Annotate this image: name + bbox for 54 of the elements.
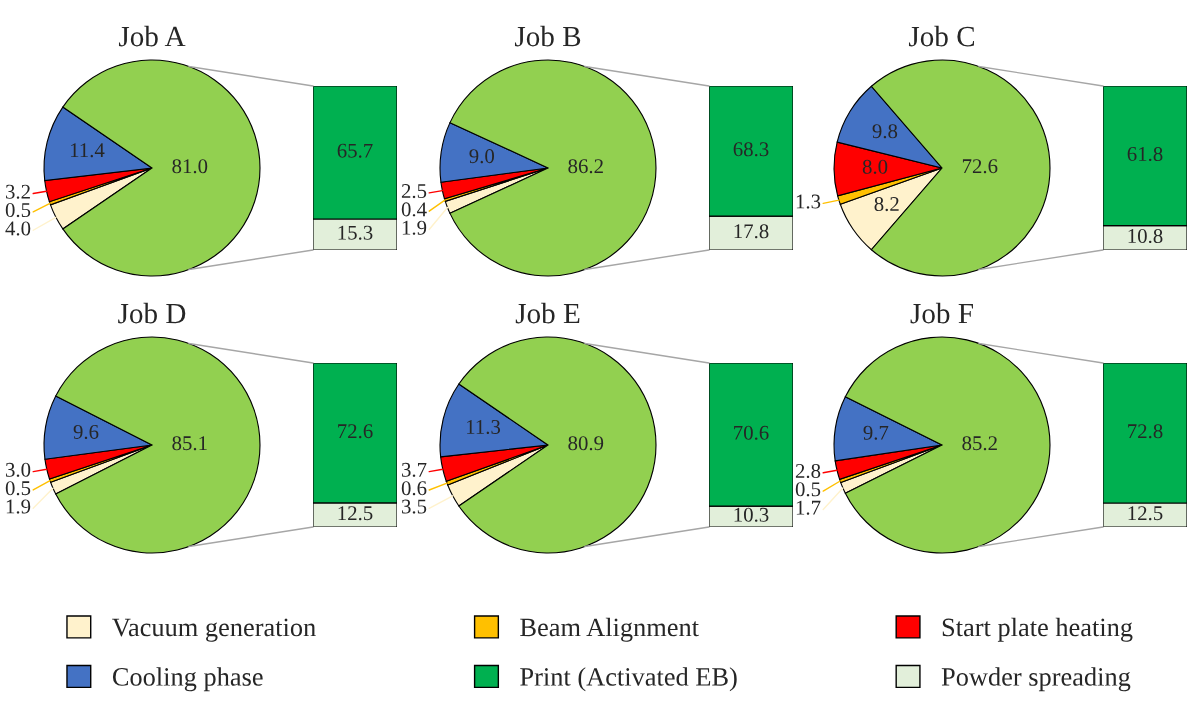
data-label: 11.4 bbox=[70, 143, 105, 158]
chart-title: Job C bbox=[908, 25, 975, 47]
data-label: 9.0 bbox=[469, 149, 495, 164]
legend-label: Beam Alignment bbox=[520, 617, 699, 642]
data-label: 0.4 bbox=[401, 202, 427, 217]
legend-label: Cooling phase bbox=[112, 667, 263, 692]
data-label: 70.6 bbox=[734, 425, 769, 440]
data-label: 4.0 bbox=[5, 221, 31, 236]
data-label: 1.3 bbox=[796, 194, 821, 209]
data-label: 72.6 bbox=[338, 424, 373, 439]
data-label: 0.5 bbox=[5, 481, 31, 496]
chart-title: Job F bbox=[910, 302, 973, 324]
data-label: 15.3 bbox=[338, 225, 373, 240]
data-label: 10.8 bbox=[1128, 228, 1163, 244]
data-label: 85.2 bbox=[962, 436, 997, 451]
data-label: 1.9 bbox=[402, 220, 427, 235]
data-label: 80.9 bbox=[568, 436, 604, 451]
data-label: 17.8 bbox=[734, 224, 769, 239]
legend-label: Start plate heating bbox=[942, 617, 1133, 642]
data-label: 2.8 bbox=[795, 463, 821, 479]
data-label: 86.2 bbox=[568, 159, 603, 174]
data-label: 8.2 bbox=[874, 197, 899, 212]
data-label: 0.6 bbox=[401, 481, 427, 496]
data-label: 61.8 bbox=[1127, 146, 1163, 162]
data-label: 3.2 bbox=[5, 184, 30, 199]
data-label: 12.5 bbox=[338, 506, 373, 521]
data-label: 3.7 bbox=[401, 462, 427, 477]
data-label: 9.8 bbox=[872, 124, 898, 139]
data-label: 68.3 bbox=[733, 142, 769, 157]
data-label: 12.5 bbox=[1128, 506, 1163, 521]
chart-title: Job E bbox=[515, 302, 580, 324]
legend-label: Print (Activated EB) bbox=[520, 667, 737, 692]
data-label: 72.6 bbox=[962, 159, 998, 174]
data-label: 0.5 bbox=[5, 203, 31, 218]
chart-title: Job B bbox=[514, 25, 581, 47]
data-label: 1.7 bbox=[796, 500, 821, 515]
data-label: 11.3 bbox=[467, 419, 501, 435]
chart-title: Job A bbox=[118, 25, 186, 47]
data-label: 3.5 bbox=[401, 499, 427, 514]
legend-label: Vacuum generation bbox=[112, 618, 316, 642]
data-label: 9.7 bbox=[863, 425, 889, 440]
data-label: 72.8 bbox=[1128, 424, 1163, 439]
chart-title: Job D bbox=[118, 302, 186, 324]
legend-label: Powder spreading bbox=[941, 667, 1131, 692]
data-label: 65.7 bbox=[337, 143, 373, 158]
data-label: 2.5 bbox=[401, 184, 427, 199]
data-label: 8.0 bbox=[862, 159, 888, 174]
data-label: 85.1 bbox=[172, 436, 207, 451]
data-label: 1.9 bbox=[6, 499, 31, 514]
data-label: 3.0 bbox=[5, 462, 31, 477]
data-label: 0.5 bbox=[795, 482, 821, 497]
data-label: 10.3 bbox=[734, 507, 769, 522]
data-label: 81.0 bbox=[172, 159, 208, 174]
data-label: 9.6 bbox=[73, 424, 99, 440]
